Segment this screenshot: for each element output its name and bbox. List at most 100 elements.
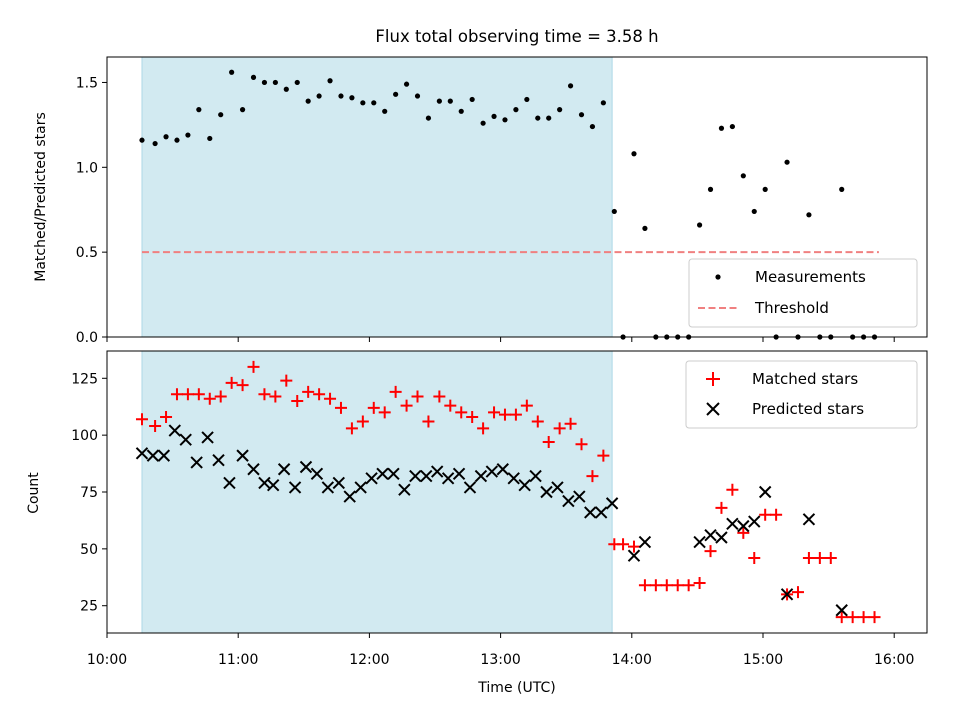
measurement-point xyxy=(642,225,648,231)
predicted-star-point xyxy=(354,481,367,494)
predicted-star-point xyxy=(452,467,466,481)
matched-star-point xyxy=(715,501,728,514)
measurement-point xyxy=(327,78,333,84)
measurement-point xyxy=(174,137,180,143)
predicted-star-point xyxy=(540,485,553,499)
predicted-star-point xyxy=(441,472,455,485)
predicted-stars-series xyxy=(135,424,848,617)
matched-star-point xyxy=(280,374,293,387)
measurement-point xyxy=(491,113,497,119)
matched-star-point xyxy=(214,390,227,403)
measurement-point xyxy=(557,107,563,113)
predicted-star-point xyxy=(496,463,509,476)
measurement-point xyxy=(502,117,508,123)
predicted-star-point xyxy=(605,497,619,510)
predicted-star-point xyxy=(420,469,433,483)
legend-matched-label: Matched stars xyxy=(752,370,858,388)
predicted-star-point xyxy=(758,485,772,499)
y-tick-label: 1.0 xyxy=(76,160,98,176)
legend-measurements-marker xyxy=(715,274,721,280)
predicted-star-point xyxy=(321,481,335,494)
legend-predicted-marker xyxy=(706,402,720,416)
measurement-point xyxy=(631,151,637,157)
matched-star-point xyxy=(160,410,173,423)
matched-star-point xyxy=(597,449,610,462)
predicted-star-point xyxy=(201,431,214,444)
x-tick-label: 16:00 xyxy=(874,652,914,668)
matched-star-point xyxy=(813,551,826,564)
predicted-star-point xyxy=(715,531,728,544)
matched-star-point xyxy=(488,406,501,419)
predicted-star-point xyxy=(409,469,422,483)
measurement-point xyxy=(250,74,257,80)
predicted-star-point xyxy=(802,513,816,526)
measurement-point xyxy=(600,100,606,106)
top-y-axis-label: Matched/Predicted stars xyxy=(33,112,49,282)
bottom-legend: Matched stars Predicted stars xyxy=(685,360,918,429)
measurement-point xyxy=(578,112,585,118)
measurement-point xyxy=(784,159,790,165)
predicted-star-point xyxy=(212,453,225,467)
measurement-point xyxy=(239,107,246,113)
matched-star-point xyxy=(737,526,750,539)
x-tick-label: 10:00 xyxy=(87,652,127,668)
measurement-point xyxy=(382,108,388,114)
measurement-point xyxy=(447,98,453,104)
matched-star-point xyxy=(247,360,260,373)
measurement-point xyxy=(349,95,355,101)
predicted-star-point xyxy=(748,515,761,528)
bottom-y-axis: 25 50 75 100 125 xyxy=(71,371,107,615)
measurement-point xyxy=(272,79,278,86)
predicted-star-point xyxy=(430,465,444,478)
y-tick-label: 0.0 xyxy=(76,330,98,346)
measurement-point xyxy=(546,115,552,121)
matched-star-point xyxy=(203,392,216,405)
x-tick-label: 12:00 xyxy=(349,652,389,668)
predicted-star-point xyxy=(247,463,260,476)
measurement-point xyxy=(139,137,145,143)
matched-star-point xyxy=(466,410,479,423)
predicted-star-point xyxy=(266,478,280,492)
bottom-y-axis-label: Count xyxy=(26,472,42,514)
matched-star-point xyxy=(802,551,815,564)
predicted-star-point xyxy=(236,449,249,462)
measurement-point xyxy=(305,98,311,104)
measurement-point xyxy=(207,135,213,142)
measurement-point xyxy=(740,173,746,179)
measurement-point xyxy=(513,107,519,113)
measurement-point xyxy=(316,93,322,99)
predicted-star-point xyxy=(594,506,608,519)
measurement-point xyxy=(589,123,596,130)
bottom-panel: 25 50 75 100 125 10:00 11:00 12:00 13:00 14:00 15… xyxy=(26,350,928,696)
predicted-star-point xyxy=(135,447,149,460)
predicted-star-point xyxy=(518,478,531,492)
matched-star-point xyxy=(846,611,859,624)
measurement-point xyxy=(425,115,432,121)
measurement-point xyxy=(414,93,421,99)
matched-star-point xyxy=(531,415,544,428)
y-tick-label: 1.5 xyxy=(76,75,98,91)
predicted-star-point xyxy=(551,481,564,494)
measurement-point xyxy=(611,208,617,215)
measurement-point xyxy=(718,125,725,131)
predicted-star-point xyxy=(627,549,641,562)
predicted-star-point xyxy=(398,483,411,496)
legend-measurements-label: Measurements xyxy=(755,268,866,286)
y-tick-label: 0.5 xyxy=(76,245,98,261)
predicted-star-point xyxy=(146,449,160,462)
matched-star-point xyxy=(422,415,435,428)
matched-stars-series xyxy=(135,360,881,624)
predicted-star-point xyxy=(638,535,652,549)
matched-star-point xyxy=(759,508,772,521)
matched-star-point xyxy=(455,406,468,419)
y-tick-label: 75 xyxy=(80,485,98,501)
measurement-point xyxy=(360,100,366,106)
matched-star-point xyxy=(356,415,369,428)
matched-star-point xyxy=(367,401,380,414)
measurement-point xyxy=(458,108,464,114)
matched-star-point xyxy=(225,376,238,389)
measurement-point xyxy=(218,112,224,118)
measurement-point xyxy=(261,79,268,86)
matched-star-point xyxy=(748,551,761,564)
